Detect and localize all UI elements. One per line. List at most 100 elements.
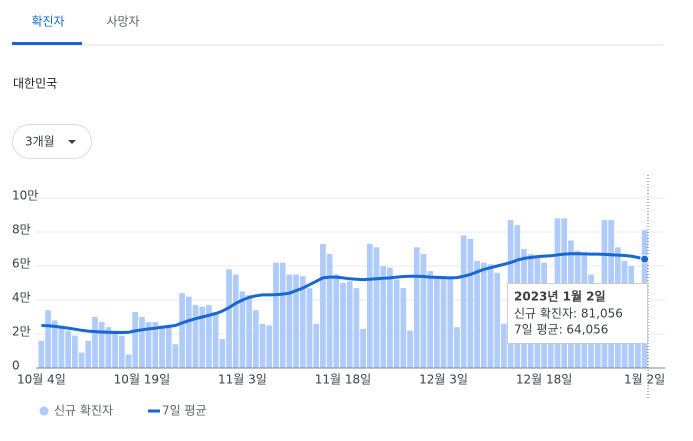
bar (199, 306, 206, 368)
bar (460, 235, 467, 368)
tooltip-date: 2023년 1월 2일 (514, 289, 606, 304)
plot: 0 2만 4만 6만 8만 10만 10월 4일 10월 19일 11월 3일 11월 18일 12… (12, 175, 665, 418)
bar (366, 243, 373, 368)
bar (78, 352, 85, 368)
tab[interactable]: 확진자 (31, 15, 64, 29)
bar (293, 274, 299, 368)
range-dropdown[interactable] (12, 124, 92, 159)
bar (179, 293, 185, 368)
bar (139, 317, 145, 368)
x-tick-label: 11월 3일 (218, 373, 267, 387)
bar (259, 323, 266, 368)
bar (299, 276, 306, 368)
bar (427, 271, 433, 368)
legend-label: 7일 평균 (162, 404, 207, 418)
bar (373, 247, 380, 368)
bar (407, 330, 413, 368)
bar (92, 317, 98, 368)
bar (346, 281, 353, 368)
y-tick-label: 4만 (12, 291, 31, 305)
bar (45, 310, 51, 368)
tooltip (507, 283, 648, 344)
bar (172, 344, 179, 368)
bar (360, 328, 366, 368)
bar (98, 322, 105, 368)
y-tick-label: 8만 (12, 223, 31, 237)
bar (266, 325, 273, 368)
bar (185, 296, 192, 368)
bar (480, 262, 487, 368)
bar (413, 247, 420, 368)
bar (433, 276, 440, 368)
bar (38, 340, 45, 368)
bar (72, 335, 78, 368)
bar (420, 254, 427, 368)
bar (58, 325, 65, 368)
dropdown-arrow (68, 140, 76, 144)
bar (132, 311, 139, 368)
bar (474, 260, 480, 368)
bar (286, 274, 293, 368)
bar (51, 320, 58, 368)
x-tick-label: 1월 2일 (624, 373, 665, 387)
x-tick-label: 10월 19일 (114, 373, 170, 387)
bar (440, 276, 447, 368)
bar (393, 279, 400, 368)
bar (219, 339, 226, 368)
bar (125, 354, 132, 368)
bar (105, 327, 112, 368)
bar (340, 283, 346, 368)
bar (159, 325, 165, 368)
x-tick-label: 10월 4일 (17, 373, 66, 387)
bar (152, 322, 159, 368)
range-label: 3개월 (25, 135, 55, 149)
bar (85, 340, 92, 368)
bar (333, 274, 340, 368)
bar (232, 274, 239, 368)
y-tick-label: 10만 (12, 189, 38, 203)
bar (192, 305, 199, 368)
bar (501, 323, 507, 368)
bar (467, 238, 474, 368)
bar (145, 322, 152, 368)
bar (206, 305, 212, 368)
bar (279, 262, 286, 368)
bar (253, 310, 259, 368)
bar (380, 266, 387, 368)
bar (353, 288, 360, 368)
tab-indicator (12, 42, 82, 45)
bar (306, 288, 313, 368)
region-title: 대한민국 (13, 77, 57, 91)
tab[interactable]: 사망자 (106, 15, 139, 29)
bar (273, 262, 279, 368)
x-tick-label: 11월 18일 (315, 373, 371, 387)
bar (547, 323, 554, 368)
bar (487, 264, 494, 368)
bar (447, 277, 454, 368)
tooltip-line: 7일 평균: 64,056 (514, 323, 608, 337)
bar (246, 294, 253, 368)
bar (239, 291, 246, 368)
bar (326, 254, 333, 368)
bar (387, 267, 393, 368)
bar (494, 272, 501, 368)
bar (65, 330, 72, 368)
y-tick-label: 6만 (12, 257, 31, 271)
bar (118, 335, 125, 368)
bar (454, 327, 460, 368)
y-tick-label: 0 (12, 359, 20, 373)
bar (226, 269, 232, 368)
x-tick-label: 12월 18일 (516, 373, 572, 387)
bar (400, 288, 407, 368)
hover-point (640, 254, 650, 264)
tooltip-line: 신규 확진자: 81,056 (514, 307, 623, 321)
bar (320, 243, 326, 368)
bar (112, 330, 118, 368)
x-tick-label: 12월 3일 (419, 373, 468, 387)
legend-swatch (39, 406, 49, 416)
y-tick-label: 2만 (12, 325, 31, 339)
bar (165, 327, 172, 368)
bar (313, 323, 320, 368)
bar (212, 311, 219, 368)
